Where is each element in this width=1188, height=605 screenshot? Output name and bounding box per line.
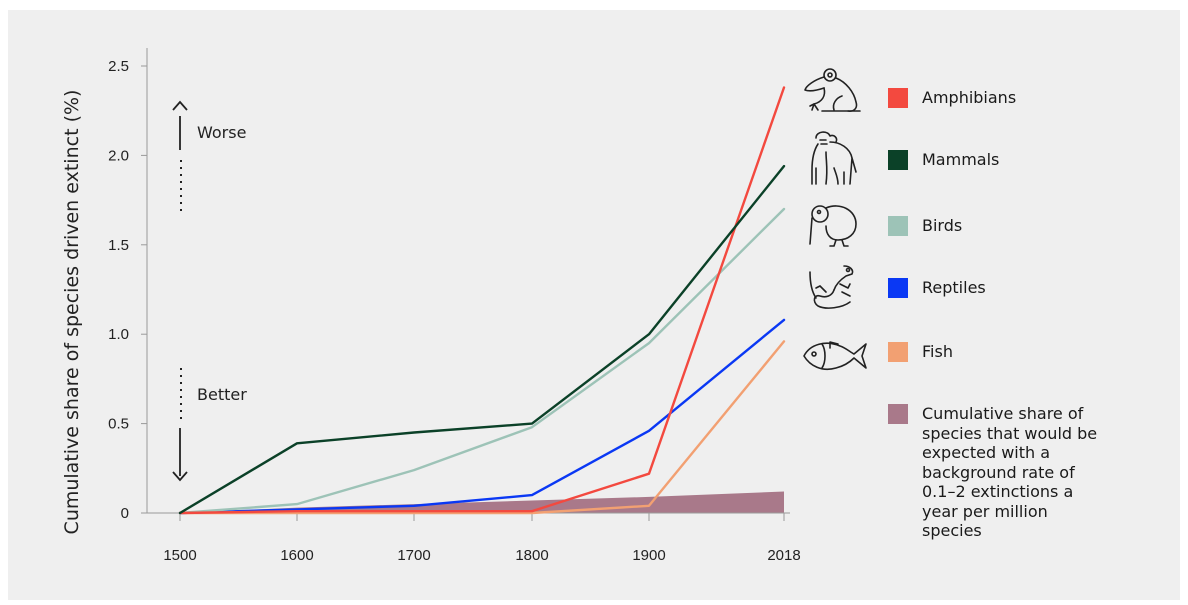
legend-label: Birds	[922, 216, 963, 235]
y-tick-label: 1.5	[108, 237, 129, 254]
legend-swatch	[888, 342, 908, 362]
legend-swatch	[888, 278, 908, 298]
gorilla-icon	[811, 131, 857, 185]
legend-swatch	[888, 88, 908, 108]
legend-label: Cumulative share of species that would b…	[922, 404, 1098, 540]
kiwi-bird-icon	[809, 205, 857, 247]
legend-item-background-rate: Cumulative share of species that would b…	[888, 404, 1102, 541]
series-line-birds	[178, 207, 786, 515]
worse-label: Worse	[197, 123, 246, 142]
legend-swatch	[888, 216, 908, 236]
legend-label: Reptiles	[922, 278, 986, 297]
legend-label: Fish	[922, 342, 953, 361]
x-tick-label: 2018	[767, 547, 800, 564]
legend-item-reptiles: Reptiles	[888, 278, 986, 298]
y-tick-label: 1.0	[108, 326, 129, 343]
better-label: Better	[197, 385, 247, 404]
series-line-amphibians	[178, 86, 786, 515]
x-tick-label: 1700	[397, 547, 430, 564]
legend-item-mammals: Mammals	[888, 150, 999, 170]
x-tick-label: 1500	[163, 547, 196, 564]
y-tick-label: 2.0	[108, 147, 129, 164]
fish-icon	[803, 341, 867, 371]
x-tick-label: 1800	[515, 547, 548, 564]
legend-swatch	[888, 150, 908, 170]
direction-annotation: Worse Better	[172, 100, 247, 482]
legend-swatch	[888, 404, 908, 424]
legend-label: Amphibians	[922, 88, 1017, 107]
x-tick-label: 1600	[280, 547, 313, 564]
legend-label: Mammals	[922, 150, 1000, 169]
legend-item-birds: Birds	[888, 216, 962, 236]
lizard-icon	[809, 265, 854, 309]
frog-icon	[804, 68, 861, 112]
y-tick-label: 0	[121, 505, 129, 522]
x-tick-label: 1900	[632, 547, 665, 564]
y-tick-label: 0.5	[108, 416, 129, 433]
legend-item-fish: Fish	[888, 342, 953, 362]
legend-item-amphibians: Amphibians	[888, 88, 1016, 108]
series-line-mammals	[178, 164, 786, 515]
y-tick-label: 2.5	[108, 58, 129, 75]
series-line-fish	[178, 340, 786, 515]
